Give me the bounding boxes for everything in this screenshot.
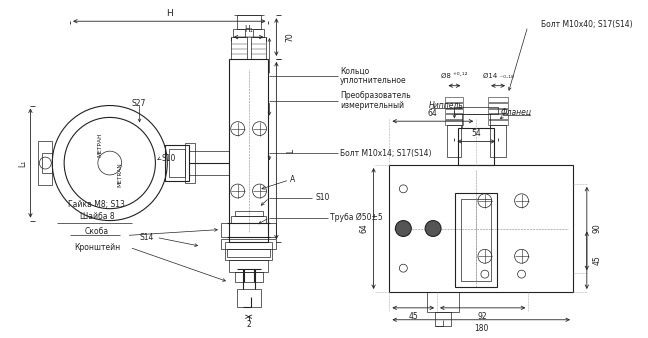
Bar: [448, 125, 461, 157]
Bar: [253, 29, 264, 37]
Bar: [490, 125, 506, 157]
Circle shape: [395, 221, 411, 237]
Bar: [461, 199, 491, 281]
Text: Кронштейн: Кронштейн: [74, 243, 120, 252]
Text: S27: S27: [132, 99, 146, 108]
Text: 54: 54: [471, 129, 481, 138]
Bar: [445, 102, 463, 107]
Bar: [427, 292, 459, 312]
Bar: [231, 37, 247, 59]
Bar: [268, 222, 277, 237]
Circle shape: [425, 221, 441, 237]
Bar: [488, 108, 508, 114]
Text: измерительный: измерительный: [340, 101, 404, 110]
Bar: [445, 120, 463, 125]
Bar: [389, 165, 573, 292]
Bar: [221, 239, 277, 249]
Text: Скоба: Скоба: [85, 227, 109, 236]
Text: S10: S10: [315, 193, 329, 202]
Text: L: L: [286, 148, 295, 153]
Text: H₁: H₁: [244, 25, 253, 34]
Bar: [233, 29, 245, 37]
Bar: [456, 193, 497, 287]
Text: Ø14 ₋₀.₁₈: Ø14 ₋₀.₁₈: [483, 73, 513, 79]
Bar: [227, 249, 270, 257]
Bar: [169, 149, 185, 177]
Bar: [237, 15, 260, 29]
Text: уплотнительное: уплотнительное: [340, 76, 406, 85]
Text: 92: 92: [478, 312, 487, 321]
Text: Труба Ø50±5: Труба Ø50±5: [330, 213, 383, 222]
Text: 64: 64: [359, 224, 368, 233]
Bar: [235, 272, 262, 282]
Text: Гайка М8; S13: Гайка М8; S13: [69, 200, 125, 209]
Text: Ø8 ⁺⁰·¹²: Ø8 ⁺⁰·¹²: [441, 73, 468, 79]
Bar: [458, 128, 494, 165]
Text: 90: 90: [592, 224, 601, 233]
Bar: [42, 153, 52, 173]
Text: МЕТРАН: МЕТРАН: [97, 133, 102, 158]
Text: Преобразователь: Преобразователь: [340, 91, 410, 100]
Text: S14: S14: [139, 233, 154, 242]
Bar: [185, 143, 195, 183]
Text: 2: 2: [246, 320, 251, 329]
Bar: [435, 312, 451, 326]
Bar: [445, 97, 463, 101]
Text: Болт М10х14; S17(S14): Болт М10х14; S17(S14): [340, 149, 432, 158]
Text: Шайба 8: Шайба 8: [80, 212, 114, 221]
Bar: [454, 106, 498, 115]
Text: S10: S10: [161, 153, 176, 163]
Text: Ниппель: Ниппель: [429, 101, 464, 110]
Bar: [488, 120, 508, 125]
Text: L₁: L₁: [18, 160, 27, 167]
Bar: [463, 115, 490, 128]
Bar: [488, 102, 508, 107]
Bar: [229, 59, 268, 242]
Bar: [38, 141, 52, 185]
Text: A: A: [290, 175, 295, 185]
Bar: [221, 222, 229, 237]
Text: Болт М10х40; S17(S14): Болт М10х40; S17(S14): [541, 20, 632, 29]
Text: Кольцо: Кольцо: [340, 66, 369, 75]
Bar: [231, 216, 266, 222]
Bar: [237, 289, 260, 307]
Text: 180: 180: [474, 324, 489, 333]
Bar: [225, 242, 272, 260]
Bar: [251, 37, 266, 59]
Text: 64: 64: [428, 109, 437, 118]
Bar: [235, 211, 262, 216]
Text: Фланец: Фланец: [500, 108, 531, 117]
Bar: [445, 108, 463, 114]
Bar: [488, 115, 508, 119]
Bar: [488, 97, 508, 101]
Bar: [229, 260, 268, 272]
Text: 45: 45: [408, 312, 418, 321]
Text: METRAN: METRAN: [117, 163, 122, 187]
Text: H: H: [166, 9, 172, 18]
Text: 70: 70: [286, 32, 295, 42]
Text: 45: 45: [592, 256, 601, 265]
Bar: [165, 145, 189, 181]
Bar: [445, 115, 463, 119]
